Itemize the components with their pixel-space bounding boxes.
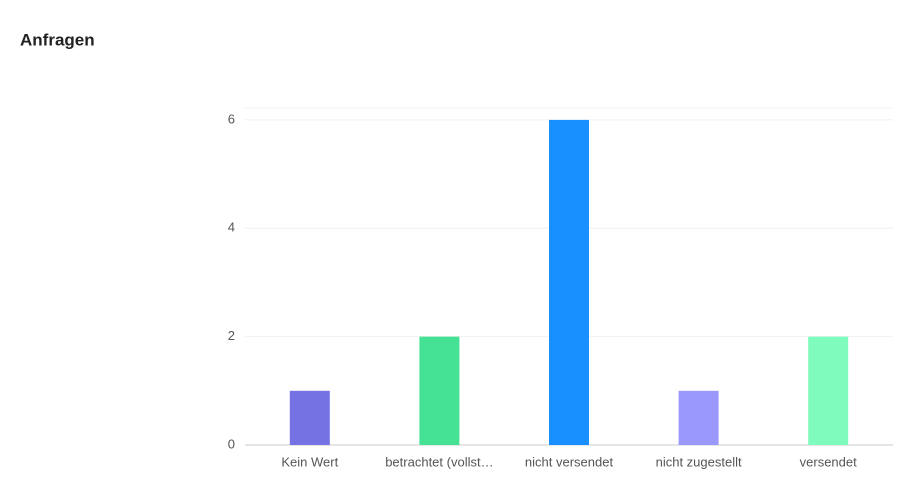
y-tick-label: 0 bbox=[228, 436, 235, 451]
bar bbox=[419, 336, 460, 445]
chart-title: Anfragen bbox=[20, 30, 95, 49]
y-tick-label: 2 bbox=[228, 328, 235, 343]
y-tick-label: 4 bbox=[228, 220, 235, 235]
bar bbox=[808, 336, 849, 445]
x-tick-label: nicht zugestellt bbox=[656, 454, 742, 469]
x-tick-label: nicht versendet bbox=[525, 454, 614, 469]
x-tick-label: betrachtet (vollst… bbox=[385, 454, 493, 469]
x-tick-label: versendet bbox=[800, 454, 857, 469]
bar bbox=[549, 119, 589, 445]
x-tick-label: Kein Wert bbox=[281, 454, 338, 469]
bar bbox=[678, 390, 719, 445]
bar bbox=[289, 390, 330, 445]
y-tick-label: 6 bbox=[228, 111, 235, 126]
